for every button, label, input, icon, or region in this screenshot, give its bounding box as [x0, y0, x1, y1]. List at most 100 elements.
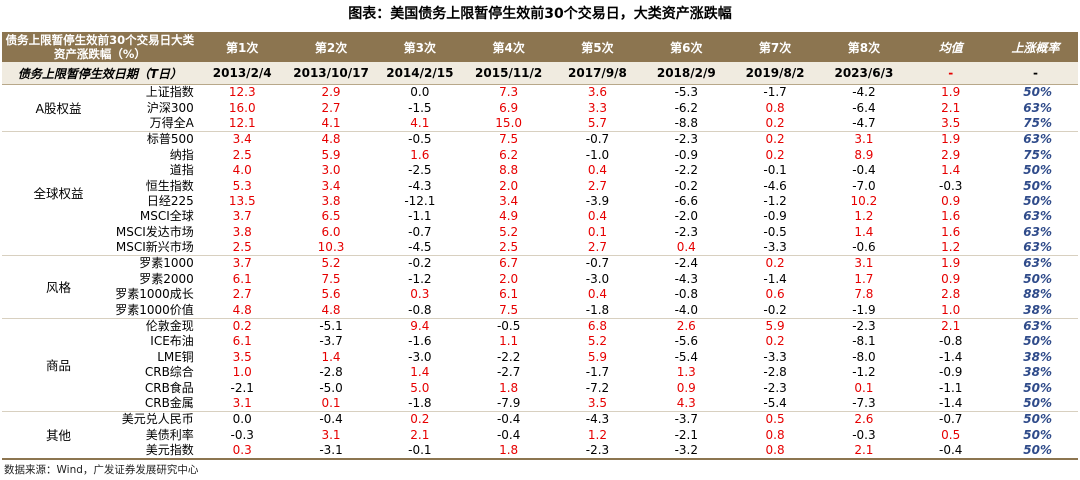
asset-name: MSCI发达市场	[115, 224, 194, 239]
value-cell: -2.1	[674, 427, 698, 442]
table-row: 恒生指数 5.3 3.4 -4.3 2.0 2.7 -0.2 -4.6 -7.0 -0.3 50%	[2, 178, 1078, 193]
value-cell: 5.3	[232, 178, 252, 193]
value-cell: -1.6	[408, 334, 432, 349]
rise-probability-cell: 50%	[1023, 396, 1052, 410]
rise-probability-cell: 63%	[993, 255, 1078, 272]
value-cell: 2.9	[321, 85, 341, 100]
group-label: 全球权益	[2, 131, 116, 256]
value-cell: 0.2	[375, 411, 465, 428]
value-cell: 3.1	[321, 427, 341, 442]
value-cell: 5.9	[587, 349, 608, 364]
header-col: 第1次	[197, 32, 287, 62]
value-cell: 2.5	[232, 147, 252, 162]
value-cell: 6.5	[321, 209, 341, 224]
table-row: LME铜 3.5 1.4 -3.0 -2.2 5.9 -5.4 -3.3 -8.0 -1.4 38%	[2, 350, 1078, 365]
value-cell: -8.0	[852, 349, 876, 364]
value-cell: 7.8	[854, 287, 874, 302]
date-cell: 2014/2/15	[375, 62, 465, 85]
value-cell: -0.4	[852, 163, 876, 178]
value-cell: -4.5	[408, 240, 432, 255]
value-cell: 2.7	[232, 287, 252, 302]
value-cell: -3.7	[641, 411, 731, 428]
value-cell: -0.5	[464, 317, 554, 335]
asset-name: 罗素1000价值	[115, 302, 194, 317]
value-cell: 0.3	[410, 287, 430, 302]
mean-cell: 0.9	[941, 193, 961, 208]
value-cell: -3.2	[674, 443, 698, 458]
value-cell: 2.1	[410, 427, 430, 442]
value-cell: -7.9	[496, 396, 521, 410]
value-cell: 3.1	[819, 131, 909, 148]
value-cell: 7.5	[464, 131, 554, 148]
value-cell: -2.3	[763, 380, 787, 395]
rise-probability-cell: 63%	[1023, 100, 1052, 115]
value-cell: -0.8	[408, 302, 432, 317]
asset-name: LME铜	[157, 349, 194, 364]
mean-cell: -0.7	[908, 411, 994, 428]
value-cell: 1.2	[854, 209, 874, 224]
value-cell: -1.4	[763, 271, 787, 286]
rise-probability-cell: 50%	[1023, 163, 1052, 178]
value-cell: 6.7	[464, 255, 554, 272]
value-cell: -0.4	[496, 427, 521, 442]
value-cell: 0.4	[587, 163, 608, 178]
value-cell: -4.2	[852, 85, 876, 100]
value-cell: 3.8	[321, 193, 341, 208]
asset-name: 美元指数	[145, 443, 194, 458]
value-cell: -0.9	[763, 209, 787, 224]
value-cell: 6.0	[321, 224, 341, 239]
value-cell: 4.1	[410, 115, 430, 130]
rise-probability-cell: 50%	[1023, 427, 1052, 442]
date-cell: 2013/2/4	[197, 62, 287, 85]
asset-name: 日经225	[146, 193, 194, 208]
date-cell: 2015/11/2	[464, 62, 554, 85]
value-cell: 0.2	[765, 115, 785, 130]
value-cell: -3.0	[585, 271, 610, 286]
value-cell: -1.7	[763, 85, 787, 100]
value-cell: -5.6	[674, 334, 698, 349]
value-cell: 2.7	[321, 100, 341, 115]
value-cell: 5.0	[410, 380, 430, 395]
value-cell: -1.7	[585, 365, 610, 380]
table-row: A股权益 上证指数 12.3 2.9 0.0 7.3 3.6 -5.3 -1.7 -4.2 1.9 5…	[2, 85, 1078, 115]
value-cell: 5.2	[587, 334, 608, 349]
value-cell: -0.4	[286, 411, 376, 428]
table-row: CRB综合 1.0 -2.8 1.4 -2.7 -1.7 1.3 -2.8 -1.2 -0.9 38…	[2, 365, 1078, 380]
value-cell: -6.4	[852, 100, 876, 115]
value-cell: 3.1	[819, 255, 909, 272]
group-label: A股权益	[35, 100, 82, 116]
date-cell: 2023/6/3	[819, 62, 909, 85]
value-cell: -2.1	[230, 380, 254, 395]
value-cell: 5.2	[286, 255, 376, 272]
value-cell: -0.1	[763, 163, 787, 178]
value-cell: -7.2	[585, 380, 610, 395]
value-cell: -1.0	[585, 147, 610, 162]
value-cell: 2.0	[499, 178, 519, 193]
value-cell: 2.0	[499, 271, 519, 286]
date-cell: 2017/9/8	[553, 62, 642, 85]
value-cell: 15.0	[495, 115, 523, 130]
value-cell: -5.3	[674, 85, 698, 100]
asset-name: 罗素1000成长	[115, 287, 194, 302]
table-row: 罗素2000 6.1 7.5 -1.2 2.0 -3.0 -4.3 -1.4 1.7 0.9 50%	[2, 272, 1078, 287]
value-cell: 6.8	[553, 317, 642, 335]
value-cell: -2.5	[408, 163, 432, 178]
table-row: 罗素1000成长 2.7 5.6 0.3 6.1 0.4 -0.8 0.6 7.8 2.8 88%	[2, 287, 1078, 302]
mean-cell: 1.0	[941, 302, 961, 317]
table-row: 沪深300 16.0 2.7 -1.5 6.9 3.3 -6.2 0.8 -6.4 2.1 63%	[2, 100, 1078, 115]
table-row: 道指 4.0 3.0 -2.5 8.8 0.4 -2.2 -0.1 -0.4 1.4 50%	[2, 163, 1078, 178]
value-cell: -8.8	[674, 115, 698, 130]
value-cell: -0.1	[408, 443, 432, 458]
asset-name: 罗素1000	[115, 255, 198, 272]
value-cell: 0.4	[676, 240, 696, 255]
group-label: 商品	[2, 317, 116, 412]
value-cell: 1.0	[232, 365, 252, 380]
mean-cell: -1.4	[938, 349, 963, 364]
value-cell: 10.3	[317, 240, 345, 255]
rise-probability-cell: 50%	[1023, 271, 1052, 286]
value-cell: -1.1	[408, 209, 432, 224]
mean-cell: 1.6	[941, 224, 961, 239]
value-cell: -8.1	[852, 334, 876, 349]
value-cell: -3.3	[763, 349, 787, 364]
asset-name: 美元兑人民币	[115, 411, 198, 428]
